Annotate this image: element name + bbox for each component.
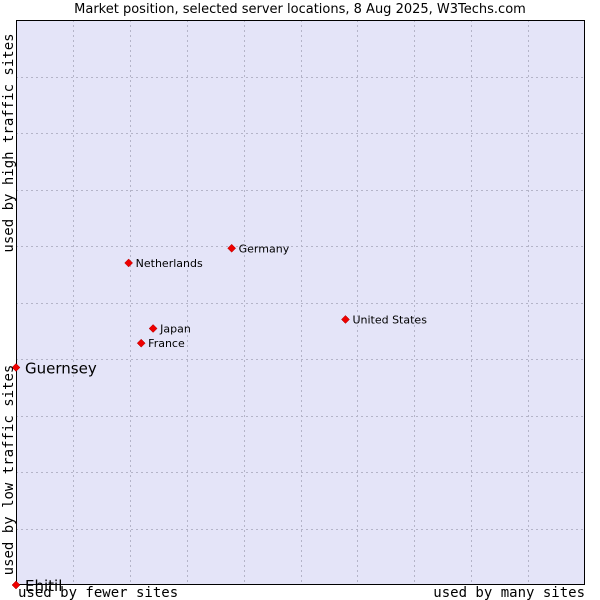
data-point-germany[interactable]: Germany (227, 242, 290, 255)
data-point-ehitil[interactable]: Ehitil (11, 577, 62, 595)
data-point-japan[interactable]: Japan (148, 322, 191, 335)
y-axis-label-top: used by high traffic sites (1, 33, 17, 252)
data-point-france[interactable]: France (136, 337, 185, 350)
point-marker (11, 363, 21, 372)
data-point-netherlands[interactable]: Netherlands (124, 257, 203, 270)
grid (16, 20, 585, 585)
point-label: Netherlands (136, 257, 203, 270)
point-label: United States (352, 313, 427, 326)
point-label: Germany (239, 242, 290, 255)
point-marker (11, 580, 21, 590)
data-point-united-states[interactable]: United States (341, 313, 427, 326)
point-label: France (148, 337, 185, 350)
point-marker (227, 243, 237, 253)
plot-area (16, 20, 585, 585)
point-marker (341, 315, 350, 324)
point-label: Ehitil (25, 577, 62, 595)
point-label: Japan (159, 322, 191, 335)
x-axis-label-left: used by fewer sites (18, 585, 178, 600)
y-axis-label-bottom: used by low traffic sites (1, 365, 17, 576)
plot-frame (16, 20, 585, 585)
x-axis-label-right: used by many sites (433, 585, 585, 600)
chart-title: Market position, selected server locatio… (74, 2, 526, 17)
point-marker (148, 324, 158, 333)
point-label: Guernsey (25, 359, 97, 377)
point-marker (136, 338, 146, 348)
point-marker (124, 258, 134, 268)
data-point-guernsey[interactable]: Guernsey (11, 359, 97, 377)
points: Germany Netherlands United States Japan Fran… (11, 242, 427, 595)
